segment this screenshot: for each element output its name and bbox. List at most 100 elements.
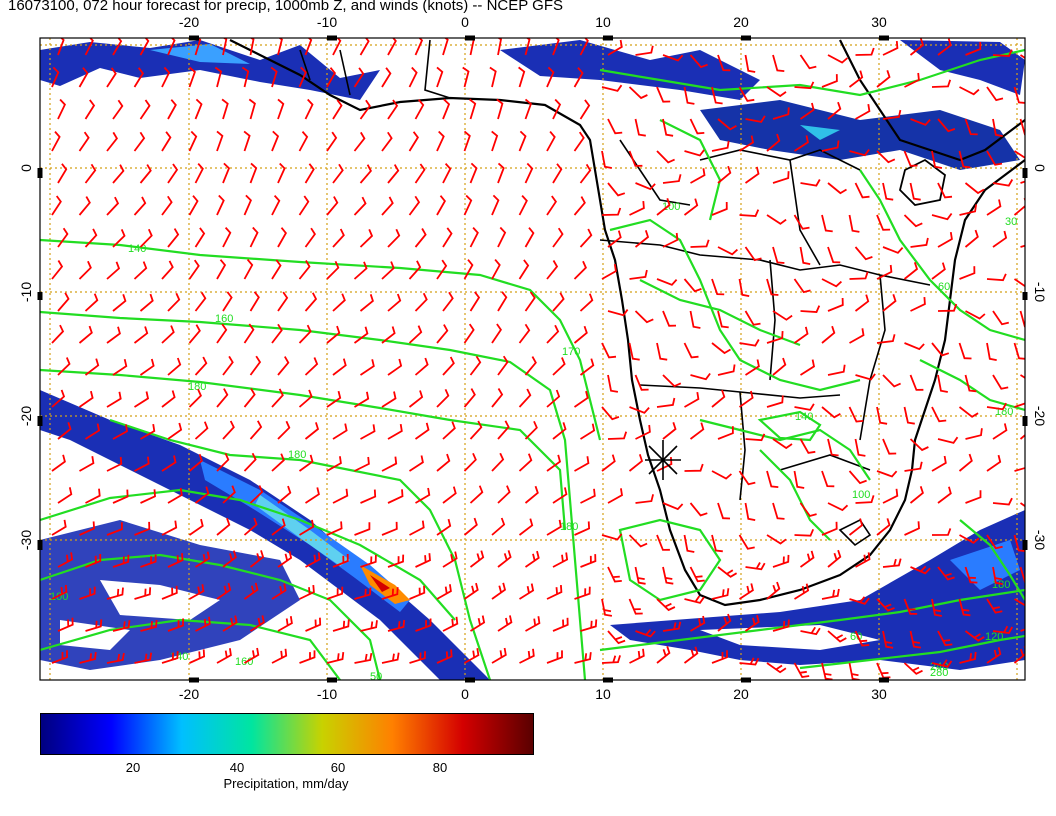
wind-barb: [469, 226, 479, 248]
wind-barb: [634, 566, 646, 585]
wind-barb: [57, 292, 70, 312]
wind-barb: [848, 470, 867, 485]
wind-barb: [249, 162, 258, 184]
colorbar-label: Precipitation, mm/day: [223, 776, 349, 791]
bottom-lon-labels: -20 -10 0 10 20 30: [179, 686, 887, 702]
wind-barb: [580, 554, 597, 568]
wind-barb: [387, 164, 400, 184]
wind-barb: [876, 470, 898, 478]
wind-barb: [167, 487, 183, 504]
wind-barb: [574, 521, 591, 536]
wind-barb: [51, 324, 65, 344]
wind-barb: [491, 647, 507, 664]
wind-barb: [766, 470, 779, 488]
wind-barb: [497, 550, 512, 568]
wind-barb: [414, 228, 427, 248]
wind-barb: [194, 356, 208, 376]
wind-barb: [827, 246, 841, 264]
wind-barb: [222, 162, 231, 184]
wind-barb: [656, 646, 671, 664]
wind-barb: [332, 358, 347, 376]
wind-barb: [1014, 402, 1025, 408]
wind-barb: [332, 423, 348, 440]
wind-barb: [827, 438, 839, 457]
wind-barb: [574, 456, 590, 472]
wind-barb: [992, 625, 1013, 634]
wind-barb: [415, 553, 431, 568]
wind-barb: [717, 310, 729, 329]
wind-barb: [387, 293, 402, 312]
wind-barb: [106, 261, 121, 280]
wind-barb: [214, 66, 223, 88]
wind-barb: [629, 406, 650, 414]
wind-barb: [216, 452, 230, 472]
wind-barb: [601, 406, 620, 421]
wind-barb: [738, 390, 754, 408]
wind-barb: [601, 655, 621, 664]
wind-barb: [903, 214, 923, 228]
wind-barb: [821, 588, 840, 600]
wind-barb: [436, 324, 449, 344]
wind-barb: [106, 522, 123, 536]
wind-barb: [799, 550, 815, 568]
wind-barb: [106, 391, 122, 408]
wind-barb: [387, 358, 403, 376]
contour-label: 100: [852, 489, 870, 501]
wind-barb: [573, 390, 589, 408]
wind-barb: [848, 518, 864, 536]
wind-barb: [766, 86, 787, 98]
map-title: 16073100, 072 hour forecast for precip, …: [8, 0, 563, 14]
wind-barb: [711, 389, 726, 408]
wind-barb: [354, 522, 371, 536]
wind-barb: [489, 66, 497, 88]
wind-barb: [167, 553, 184, 568]
wind-barb: [222, 615, 238, 632]
wind-barb: [656, 342, 668, 361]
wind-barb: [332, 619, 350, 632]
wind-barb: [57, 552, 74, 568]
wind-barb: [573, 67, 584, 88]
wind-barb: [546, 650, 563, 664]
wind-barb: [271, 583, 287, 600]
wind-barb: [354, 587, 372, 600]
wind-barb: [656, 150, 675, 164]
wind-barb: [518, 388, 532, 408]
wind-barb: [304, 422, 320, 440]
wind-barb: [491, 323, 502, 344]
wind-barb: [194, 98, 203, 120]
wind-barb: [332, 228, 345, 248]
wind-barb: [139, 228, 153, 248]
wind-barb: [931, 150, 943, 169]
wind-barb: [524, 98, 532, 120]
wind-barb: [992, 566, 1003, 585]
wind-barb: [57, 227, 69, 248]
wind-barb: [959, 651, 977, 664]
wind-barb: [986, 647, 1002, 664]
wind-barb: [992, 118, 1003, 137]
wind-barb: [381, 196, 394, 216]
wind-barb: [772, 310, 793, 321]
lon-tick-label: -10: [317, 14, 337, 30]
wind-barb: [601, 454, 616, 472]
wind-barb: [579, 99, 591, 120]
wind-barb: [140, 554, 157, 568]
wind-barb: [195, 551, 211, 568]
wind-barb: [986, 598, 1003, 614]
wind-barb: [601, 598, 613, 617]
wind-barb: [271, 453, 285, 472]
wind-barb: [628, 534, 648, 548]
wind-barb: [249, 420, 263, 440]
wind-barb: [524, 38, 531, 56]
wind-barb: [304, 38, 313, 56]
wind-barb: [250, 615, 265, 632]
wind-barb: [112, 554, 130, 568]
wind-barb: [931, 342, 950, 357]
map-frame: [39, 37, 1026, 681]
wind-barb: [497, 38, 503, 56]
wind-barb: [414, 38, 424, 56]
wind-barb: [167, 38, 176, 56]
wind-barb: [1013, 534, 1025, 552]
wind-barb: [387, 619, 406, 632]
wind-barb: [876, 70, 891, 88]
wind-barb: [909, 630, 922, 649]
